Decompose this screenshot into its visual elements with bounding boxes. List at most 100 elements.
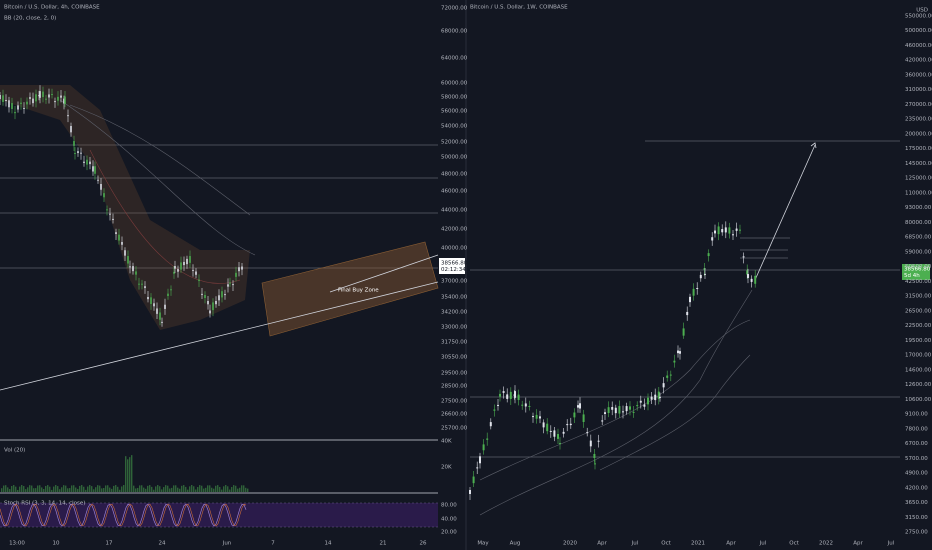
candle-body xyxy=(103,193,105,198)
volume-bar xyxy=(25,489,27,492)
volume-bar xyxy=(229,489,231,492)
candle-body xyxy=(696,287,699,289)
date-label: 2022 xyxy=(819,541,833,547)
candle-body xyxy=(180,262,182,270)
candle-body xyxy=(195,271,197,275)
candle-body xyxy=(45,98,47,100)
candle-body xyxy=(489,422,492,427)
volume-bar xyxy=(13,485,15,492)
date-label: 7 xyxy=(271,541,275,547)
volume-bar xyxy=(81,485,83,492)
candle-body xyxy=(132,266,134,272)
volume-tick: 20K xyxy=(441,465,452,471)
candle-body xyxy=(80,152,82,154)
volume-bar xyxy=(163,487,165,492)
price-tag-box xyxy=(902,264,930,280)
volume-bar xyxy=(205,487,207,492)
candle-body xyxy=(542,422,545,428)
volume-bar xyxy=(235,485,237,492)
volume-bar xyxy=(187,489,189,492)
volume-bar xyxy=(103,488,105,492)
volume-bar xyxy=(165,485,167,492)
candle-body xyxy=(167,293,169,297)
price-label: 93000.00 xyxy=(905,205,932,211)
volume-bar xyxy=(109,487,111,492)
volume-bar xyxy=(123,485,125,492)
candle-body xyxy=(679,351,681,354)
candle-body xyxy=(528,406,531,408)
price-label: 29500.00 xyxy=(441,371,468,377)
candle-body xyxy=(654,394,657,401)
volume-bar xyxy=(89,485,91,492)
date-label: Jul xyxy=(759,541,767,547)
price-label: 54000.00 xyxy=(441,124,468,130)
candle-body xyxy=(141,283,143,285)
volume-bar xyxy=(7,487,9,492)
candle-body xyxy=(499,393,501,397)
candle-body xyxy=(579,403,581,409)
volume-bar xyxy=(243,485,245,492)
candle-body xyxy=(112,218,114,220)
candle-body xyxy=(39,91,41,98)
volume-bar xyxy=(179,488,181,492)
candle-body xyxy=(170,289,172,291)
volume-bar xyxy=(39,485,41,492)
candle-body xyxy=(742,256,745,258)
price-label: 72000.00 xyxy=(441,6,468,12)
candle-body xyxy=(728,227,731,234)
volume-bar xyxy=(3,485,5,492)
rsi-label: Stoch RSI (3, 3, 14, 14, close) xyxy=(4,501,85,507)
projection-arrow xyxy=(754,144,816,281)
candle-body xyxy=(521,404,524,406)
price-label: 27500.00 xyxy=(441,399,468,405)
date-label: Jul xyxy=(631,541,639,547)
candle-body xyxy=(546,423,549,432)
price-label: 28500.00 xyxy=(441,384,468,390)
volume-bar xyxy=(183,485,185,492)
candle-body xyxy=(562,431,565,434)
candle-body xyxy=(0,95,1,99)
candle-body xyxy=(57,96,59,101)
candle-body xyxy=(604,412,606,414)
candle-body xyxy=(594,463,596,465)
volume-bar xyxy=(77,488,79,492)
candle-body xyxy=(717,226,720,235)
volume-bar xyxy=(215,485,217,492)
candle-body xyxy=(582,414,585,422)
volume-bar xyxy=(227,486,229,492)
price-label: 42000.00 xyxy=(441,227,468,233)
price-label: 33000.00 xyxy=(441,325,468,331)
volume-bar xyxy=(15,486,17,492)
candle-body xyxy=(89,161,91,165)
moving-average xyxy=(479,289,753,516)
candle-body xyxy=(699,274,702,279)
volume-bar xyxy=(233,485,235,492)
candle-body xyxy=(589,440,592,447)
volume-bar xyxy=(161,489,163,492)
candle-body xyxy=(686,311,689,316)
volume-bar xyxy=(105,485,107,492)
candle-body xyxy=(221,291,223,298)
volume-bar xyxy=(225,485,227,492)
candle-body xyxy=(54,101,56,103)
volume-bar xyxy=(201,485,203,492)
volume-bar xyxy=(37,485,39,492)
date-label: 21 xyxy=(380,541,387,547)
volume-bar xyxy=(139,485,141,492)
candle-body xyxy=(138,283,140,285)
price-label: 4900.00 xyxy=(905,471,928,477)
candle-body xyxy=(573,412,576,418)
volume-bar xyxy=(237,488,239,492)
volume-bar xyxy=(33,488,35,492)
volume-bar xyxy=(121,486,123,492)
date-label: Oct xyxy=(661,541,671,547)
price-label: 30550.00 xyxy=(441,355,468,361)
candle-body xyxy=(159,312,161,320)
volume-bar xyxy=(175,485,177,492)
candle-body xyxy=(601,420,604,422)
rsi-tick: 40.00 xyxy=(441,517,457,523)
candle-body xyxy=(5,99,7,101)
volume-bar xyxy=(159,486,161,492)
candle-body xyxy=(739,229,741,231)
